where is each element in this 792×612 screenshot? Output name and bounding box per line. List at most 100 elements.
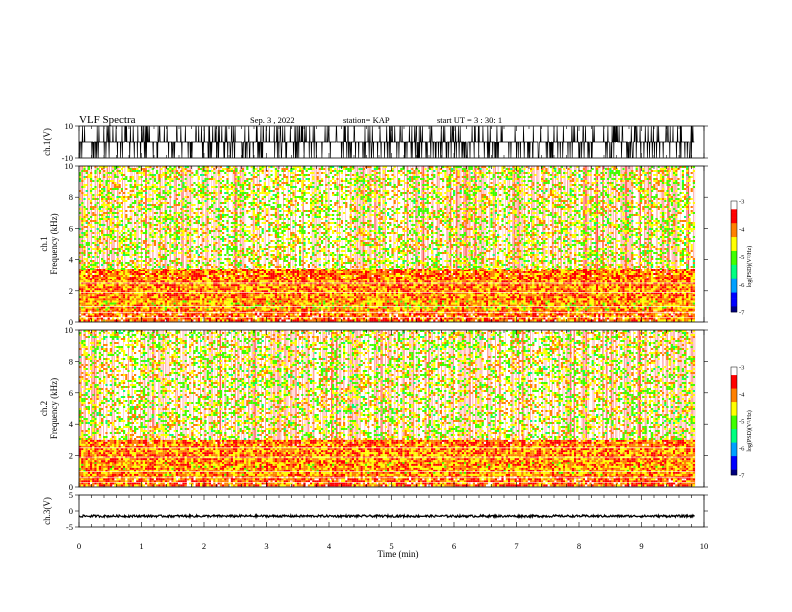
- ch1-spectrogram-cell: [481, 313, 484, 316]
- ch1-spectrogram-cell: [457, 319, 460, 322]
- ch1-spectrogram-cell: [538, 313, 541, 316]
- ch1-spectrogram-cell: [288, 284, 291, 287]
- ch1-spectrogram-cell: [160, 304, 163, 307]
- ch1-spectrogram-cell: [497, 304, 500, 307]
- ch1-spectrogram-cell: [211, 317, 214, 320]
- ch1-spectrogram-cell: [329, 306, 332, 309]
- ch1-spectrogram-cell: [640, 300, 643, 303]
- ch1-spectrogram-cell: [171, 302, 174, 305]
- ch1-spectrogram-cell: [598, 300, 601, 303]
- ch1-spectrogram-cell: [87, 302, 90, 305]
- ch1-spectrogram-cell: [439, 284, 442, 287]
- ch1-spectrogram-cell: [296, 308, 299, 311]
- ch1-spectrogram-cell: [611, 306, 614, 309]
- ch1-spectrogram-cell: [380, 313, 383, 316]
- ch1-spectrogram-cell: [483, 308, 486, 311]
- ch1-spectrogram-cell: [134, 288, 137, 291]
- ch1-spectrogram-cell: [173, 306, 176, 309]
- ch1-spectrogram-streak: [586, 166, 588, 308]
- ch1-spectrogram-cell: [596, 286, 599, 289]
- ch1-spectrogram-cell: [358, 304, 361, 307]
- ch1-spectrogram-cell: [552, 286, 555, 289]
- ch1-spectrogram-streak: [437, 166, 439, 311]
- ch1-spectrogram-cell: [92, 313, 95, 316]
- ch1-spectrogram-cell: [162, 302, 165, 305]
- ch1-spectrogram-cell: [90, 286, 93, 289]
- ch1-spectrogram-cell: [681, 300, 684, 303]
- ch1-spectrogram-cell: [175, 300, 178, 303]
- ch1-spectrogram-cell: [585, 304, 588, 307]
- ch1-spectrogram-cell: [538, 306, 541, 309]
- ch1-spectrogram-cell: [169, 304, 172, 307]
- ch1-spectrogram-cell: [307, 300, 310, 303]
- ch1-spectrogram-cell: [637, 304, 640, 307]
- ch1-spectrogram-cell: [332, 313, 335, 316]
- ch1-spectrogram-cell: [499, 317, 502, 320]
- ch1-spectrogram-cell: [136, 280, 139, 283]
- ch1-spectrogram-cell: [310, 313, 313, 316]
- ch1-spectrogram-cell: [681, 302, 684, 305]
- ch1-spectrogram-cell: [219, 278, 222, 281]
- ch1-spectrogram-cell: [307, 317, 310, 320]
- ch1-spectrogram-cell: [629, 306, 632, 309]
- ch1-spectrogram-cell: [477, 300, 480, 303]
- ch1-spectrogram-cell: [673, 308, 676, 311]
- ch1-spectrogram-cell: [224, 306, 227, 309]
- ch1-spectrogram-cell: [147, 278, 150, 281]
- ch1-spectrogram-cell: [611, 308, 614, 311]
- ch1-spectrogram-cell: [107, 284, 110, 287]
- ch1-spectrogram-cell: [129, 304, 132, 307]
- ch1-spectrogram-cell: [677, 302, 680, 305]
- ch1-spectrogram-cell: [120, 304, 123, 307]
- ch1-spectrogram-cell: [338, 278, 341, 281]
- ch1-spectrogram-cell: [668, 304, 671, 307]
- ch1-spectrogram-streak: [571, 166, 572, 321]
- ch1-spectrogram-cell: [686, 302, 689, 305]
- ch1-spectrogram-cell: [622, 313, 625, 316]
- ch1-spectrogram-cell: [589, 300, 592, 303]
- ch1-spectrogram-cell: [547, 284, 550, 287]
- ch1-spectrogram-cell: [153, 278, 156, 281]
- ch1-spectrogram-cell: [292, 315, 295, 318]
- ch1-spectrogram-cell: [114, 286, 117, 289]
- ch1-spectrogram-cell: [217, 315, 220, 318]
- ch1-spectrogram-cell: [228, 302, 231, 305]
- ch1-spectrogram-cell: [241, 306, 244, 309]
- ch1-spectrogram-cell: [571, 302, 574, 305]
- ch1-spectrogram-cell: [651, 286, 654, 289]
- ch1-spectrogram-cell: [395, 284, 398, 287]
- ch1-spectrogram-cell: [648, 280, 651, 283]
- ch1-spectrogram-cell: [448, 286, 451, 289]
- ch1-spectrogram-cell: [98, 288, 101, 291]
- ch1-spectrogram-cell: [563, 317, 566, 320]
- ch1-spectrogram-cell: [338, 319, 341, 322]
- ch1-spectrogram-cell: [268, 319, 271, 322]
- ch1-spectrogram-cell: [582, 280, 585, 283]
- ch1-spectrogram-cell: [512, 308, 515, 311]
- ch1-spectrogram-cell: [391, 315, 394, 318]
- ch1-spectrogram-cell: [96, 302, 99, 305]
- ch1-spectrogram-cell: [125, 288, 128, 291]
- ch1-spectrogram-cell: [508, 278, 511, 281]
- ch1-spectrogram-cell: [193, 278, 196, 281]
- ch1-spectrogram-cell: [255, 302, 258, 305]
- ch1-spectrogram-cell: [404, 319, 407, 322]
- ch1-spectrogram-cell: [472, 319, 475, 322]
- ch1-spectrogram-cell: [637, 319, 640, 322]
- ch1-spectrogram-cell: [369, 319, 372, 322]
- ch1-spectrogram-cell: [679, 302, 682, 305]
- ch1-spectrogram-cell: [534, 319, 537, 322]
- ch1-spectrogram-cell: [600, 319, 603, 322]
- ch1-spectrogram-cell: [323, 306, 326, 309]
- ch1-spectrogram-cell: [453, 300, 456, 303]
- ch1-spectrogram-cell: [195, 284, 198, 287]
- ch1-spectrogram-cell: [118, 313, 121, 316]
- ch1-spectrogram-cell: [668, 313, 671, 316]
- ch1-spectrogram-streak: [190, 166, 192, 321]
- ch1-spectrogram-cell: [290, 315, 293, 318]
- ch1-spectrogram-cell: [358, 302, 361, 305]
- ch1-spectrogram-cell: [241, 317, 244, 320]
- ch1-spectrogram-cell: [226, 286, 229, 289]
- ch1-spectrogram-cell: [230, 317, 233, 320]
- ch1-spectrogram-cell: [457, 304, 460, 307]
